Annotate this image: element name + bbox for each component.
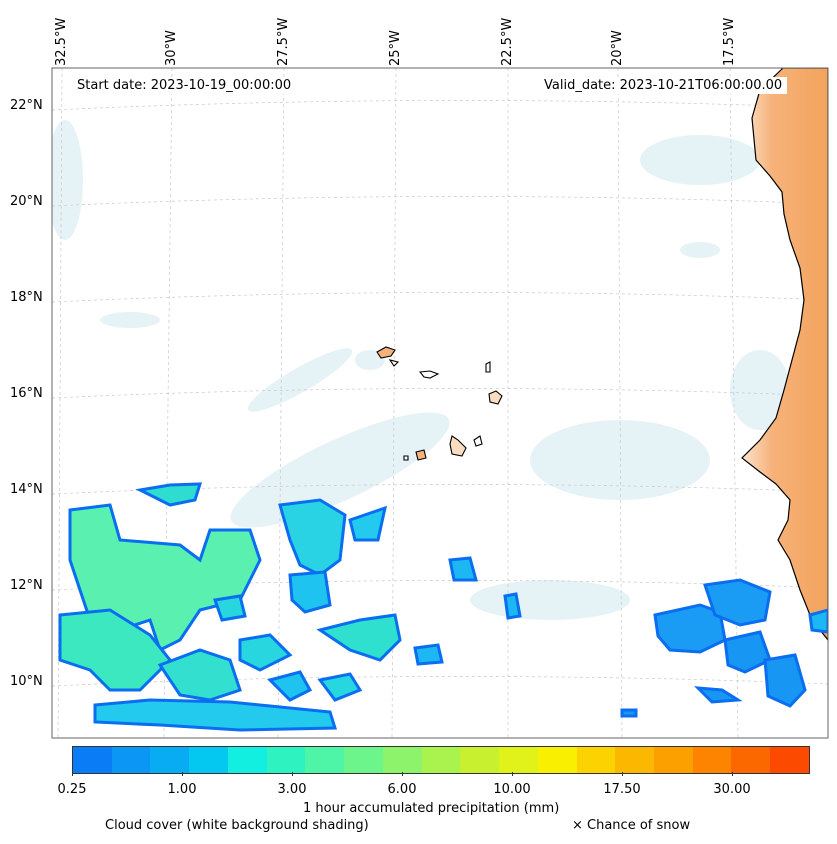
colorbar-segment [421,747,461,773]
colorbar-segment [382,747,422,773]
lon-label-17-5w: 17.5°W [722,17,737,66]
lat-label-10n: 10°N [10,674,43,689]
colorbar-segment [266,747,306,773]
colorbar-title: 1 hour accumulated precipitation (mm) [303,801,560,816]
colorbar-segment [305,747,345,773]
valid-date-label: Valid_date: 2023-10-21T06:00:00.00 [539,77,788,94]
colorbar-segment [73,747,112,773]
colorbar-tick-label: 1.00 [167,782,197,797]
lon-label-27-5w: 27.5°W [276,17,291,66]
colorbar-tickmark [72,772,73,776]
lat-label-12n: 12°N [10,578,43,593]
lat-label-18n: 18°N [10,290,43,305]
colorbar-tickmark [292,772,293,776]
precipitation-colorbar [72,746,810,774]
cloud-cover-legend: Cloud cover (white background shading) [105,818,369,833]
colorbar-segment [615,747,655,773]
lon-label-25w: 25°W [388,30,403,66]
colorbar-tick-label: 30.00 [713,782,751,797]
colorbar-segment [537,747,577,773]
colorbar-tick-label: 6.00 [387,782,417,797]
colorbar-tickmark [182,772,183,776]
colorbar-segment [189,747,228,773]
colorbar-tickmark [512,772,513,776]
colorbar-segment [499,747,538,773]
colorbar-segment [692,747,732,773]
colorbar-segment [654,747,693,773]
colorbar-tickmark [402,772,403,776]
colorbar-segment [770,747,809,773]
lat-label-14n: 14°N [10,482,43,497]
lat-label-20n: 20°N [10,194,43,209]
colorbar-tickmark [622,772,623,776]
african-coast-land [741,68,828,641]
colorbar-segment [576,747,616,773]
colorbar-segment [150,747,190,773]
cape-verde-islands [376,346,503,461]
lon-label-30w: 30°W [164,30,179,66]
colorbar-tick-label: 3.00 [277,782,307,797]
lon-label-22-5w: 22.5°W [500,17,515,66]
colorbar-segment [111,747,151,773]
colorbar-segment [344,747,383,773]
colorbar-segment [460,747,500,773]
start-date-label: Start date: 2023-10-19_00:00:00 [72,77,297,94]
lon-label-20w: 20°W [610,30,625,66]
colorbar-segment [227,747,267,773]
lat-label-16n: 16°N [10,386,43,401]
map-frame [51,67,829,739]
colorbar-tick-label: 17.50 [603,782,641,797]
precipitation-cells [58,482,828,732]
lat-label-22n: 22°N [10,98,43,113]
snow-legend: × Chance of snow [572,818,691,833]
lon-label-32-5w: 32.5°W [54,17,69,66]
colorbar-segment [731,747,771,773]
colorbar-tickmark [732,772,733,776]
colorbar-tick-label: 10.00 [493,782,531,797]
colorbar-tick-label: 0.25 [57,782,87,797]
